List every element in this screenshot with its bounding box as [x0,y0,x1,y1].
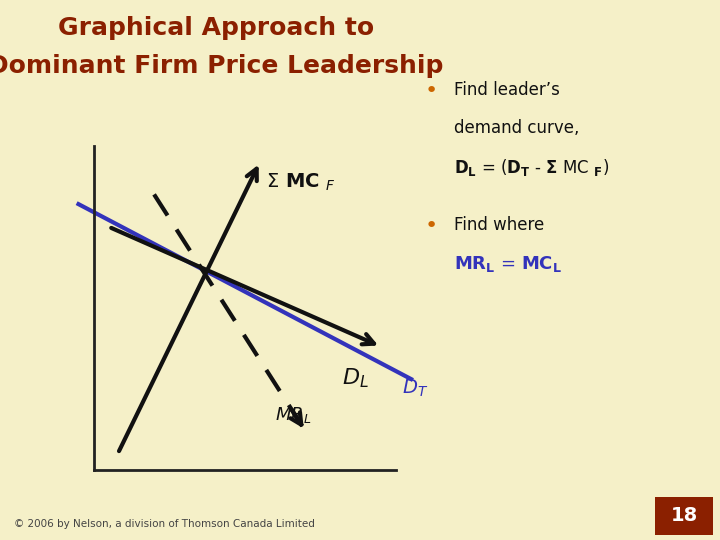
Text: $MR_L$: $MR_L$ [275,405,311,425]
Text: •: • [425,81,438,101]
Text: $\Sigma$ MC $_{F}$: $\Sigma$ MC $_{F}$ [266,172,336,193]
Text: Find leader’s: Find leader’s [454,81,559,99]
Text: Find where: Find where [454,216,544,234]
Text: 18: 18 [670,506,698,525]
Text: $D_L$: $D_L$ [341,366,369,390]
Text: •: • [425,216,438,236]
Text: Graphical Approach to: Graphical Approach to [58,16,374,40]
Text: demand curve,: demand curve, [454,119,579,137]
Text: $\mathbf{D_L}$ = ($\mathbf{D_T}$ - $\mathbf{\Sigma}$ MC $\mathbf{_F}$): $\mathbf{D_L}$ = ($\mathbf{D_T}$ - $\mat… [454,157,609,178]
Text: $\mathbf{MR_L}$ = $\mathbf{MC_L}$: $\mathbf{MR_L}$ = $\mathbf{MC_L}$ [454,254,562,274]
Text: $D_T$: $D_T$ [402,378,428,400]
Text: © 2006 by Nelson, a division of Thomson Canada Limited: © 2006 by Nelson, a division of Thomson … [14,519,315,529]
Text: Dominant Firm Price Leadership: Dominant Firm Price Leadership [0,54,444,78]
